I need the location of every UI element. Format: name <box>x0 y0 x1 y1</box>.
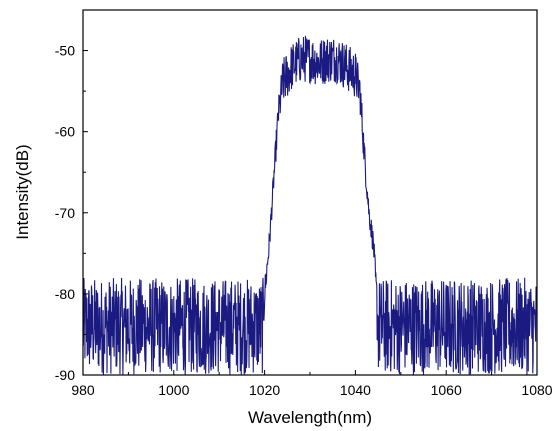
y-axis-ticks: -90 -80 -70 -60 -50 <box>55 43 88 383</box>
series-layer <box>83 35 537 375</box>
x-tick-label: 1000 <box>158 382 189 398</box>
x-tick-label: 980 <box>71 382 95 398</box>
x-tick-label: 1020 <box>249 382 280 398</box>
y-tick-label: -50 <box>55 43 75 59</box>
x-tick-label: 1060 <box>431 382 462 398</box>
spectrum-line <box>83 35 537 375</box>
x-tick-label: 1040 <box>340 382 371 398</box>
y-axis-title: Intensity(dB) <box>13 144 32 239</box>
y-tick-label: -90 <box>55 367 75 383</box>
x-tick-label: 1080 <box>521 382 552 398</box>
x-axis-ticks: 980 1000 1020 1040 1060 1080 <box>71 370 553 398</box>
x-axis-title: Wavelength(nm) <box>248 408 372 427</box>
y-tick-label: -80 <box>55 286 75 302</box>
y-tick-label: -70 <box>55 205 75 221</box>
y-tick-label: -60 <box>55 124 75 140</box>
